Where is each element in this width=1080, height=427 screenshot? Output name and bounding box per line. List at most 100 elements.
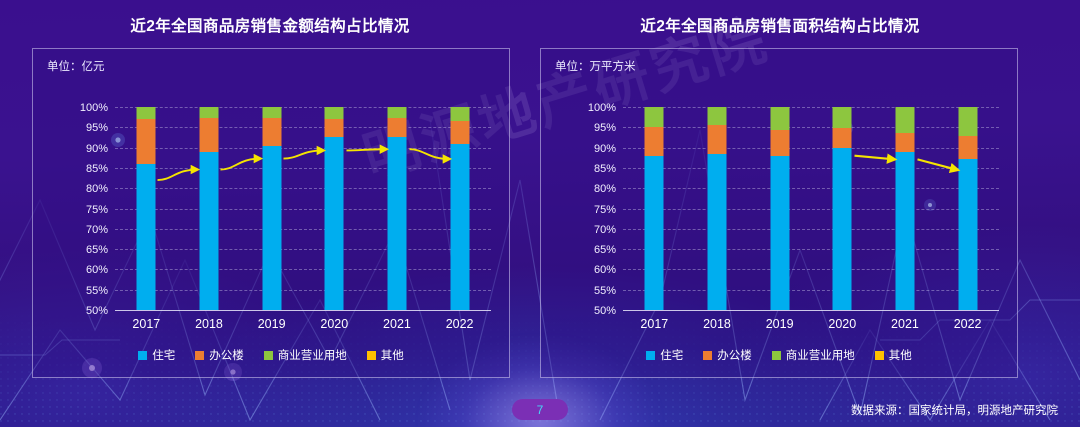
legend-swatch-icon [703,350,713,360]
legend-item[interactable]: 其他 [874,347,912,363]
stacked-bar[interactable] [644,107,664,310]
bar-segment [958,135,978,160]
x-axis-tick-label: 2022 [953,317,982,331]
bar-segment [832,155,852,310]
legend-swatch-icon [138,350,148,360]
stacked-bar[interactable] [770,107,790,310]
bar-slot: 2020 [313,107,355,331]
bar-segment [707,154,727,164]
gridline: 65% [86,244,491,256]
gridline: 80% [86,183,491,195]
bar-segment [450,107,470,122]
bar-group-right: 2017 2018 2019 2020 2021 2022 [623,107,999,331]
gridline: 60% [594,264,999,276]
bar-slot: 2022 [439,107,481,331]
legend-item[interactable]: 其他 [366,347,404,363]
page-number: 7 [536,402,544,417]
x-axis-tick-label: 2018 [703,317,731,331]
source-note: 数据来源：国家统计局，明源地产研究院 [851,405,1058,417]
stacked-bar[interactable] [832,107,852,310]
x-axis-tick-label: 2019 [765,317,794,331]
bar-segment [644,165,664,310]
stacked-bar[interactable] [707,107,727,310]
bar-group-left: 2017 2018 2019 2020 2021 2022 [115,107,491,331]
stacked-bar[interactable] [262,107,282,310]
y-axis-tick-label: 50% [593,305,616,317]
bar-segment [262,117,282,146]
bar-segment [199,169,219,310]
bar-segment [450,158,470,310]
bar-segment [644,107,664,127]
chart-title-left: 近2年全国商品房销售金额结构占比情况 [130,18,410,35]
gridline: 85% [86,163,491,175]
y-axis-tick-label: 85% [85,162,108,175]
stacked-bar[interactable] [136,107,156,310]
gridline: 50% [86,305,491,317]
x-axis-tick-label: 2021 [383,317,411,331]
bar-slot: 2021 [884,107,926,331]
bar-segment [136,180,156,310]
y-axis-tick-label: 100% [79,102,108,114]
bar-segment [199,151,219,170]
legend-label: 办公楼 [717,350,752,362]
bar-segment [199,117,219,152]
x-axis-tick-label: 2022 [445,317,474,331]
bar-segment [770,165,790,310]
legend-label: 住宅 [152,350,176,362]
legend-item[interactable]: 住宅 [646,347,683,363]
x-axis-tick-label: 2017 [132,317,161,331]
bar-segment [707,107,727,125]
bar-segment [450,143,470,159]
bar-slot: 2019 [759,107,801,331]
x-axis-tick-label: 2020 [828,317,857,331]
gridline: 75% [594,204,999,216]
bar-segment [770,156,790,166]
bar-slot: 2018 [696,107,738,331]
bar-segment [136,164,156,181]
legend-item[interactable]: 商业营业用地 [771,347,855,363]
stacked-bar[interactable] [387,107,407,310]
x-axis-tick-label: 2020 [320,317,349,331]
legend-left: 住宅 办公楼 商业营业用地 其他 [33,347,509,363]
legend-swatch-icon [195,350,205,360]
gridline: 85% [594,163,999,175]
stacked-bar[interactable] [958,107,978,310]
gridline: 50% [594,305,999,317]
bar-segment [832,148,852,156]
stacked-bar[interactable] [199,107,219,310]
y-axis-tick-label: 75% [593,203,616,216]
legend-item[interactable]: 商业营业用地 [263,347,347,363]
y-axis-tick-label: 55% [593,284,616,297]
bar-segment [958,107,978,136]
bar-segment [707,163,727,310]
bar-segment [644,126,664,157]
stacked-bar[interactable] [324,107,344,310]
y-axis-tick-label: 95% [85,122,108,135]
bar-segment [324,107,344,119]
unit-label-left: 单位：亿元 [47,61,105,73]
legend-swatch-icon [771,350,781,360]
stacked-bar[interactable] [450,107,470,310]
bar-segment [895,151,915,160]
legend-label: 商业营业用地 [277,350,347,362]
bar-slot: 2018 [188,107,230,331]
bar-segment [958,159,978,170]
bar-segment [262,107,282,118]
legend-label: 办公楼 [209,350,244,362]
bar-segment [832,127,852,149]
plot-area-right: 50% 55% 60% 65% 70% 75% 80% 85% 90% 95% 100% 2017 2… [588,102,999,331]
legend-swatch-icon [646,350,656,360]
bar-segment [895,159,915,310]
x-axis-tick-label: 2019 [257,317,286,331]
gridline: 90% [594,143,999,155]
legend-label: 商业营业用地 [785,350,855,362]
legend-item[interactable]: 办公楼 [195,347,244,363]
legend-swatch-icon [263,350,273,360]
gridline: 70% [594,224,999,236]
legend-item[interactable]: 住宅 [138,347,175,363]
stacked-bar[interactable] [895,107,915,310]
bar-segment [770,107,790,130]
legend-item[interactable]: 办公楼 [703,347,752,363]
bar-segment [450,121,470,144]
